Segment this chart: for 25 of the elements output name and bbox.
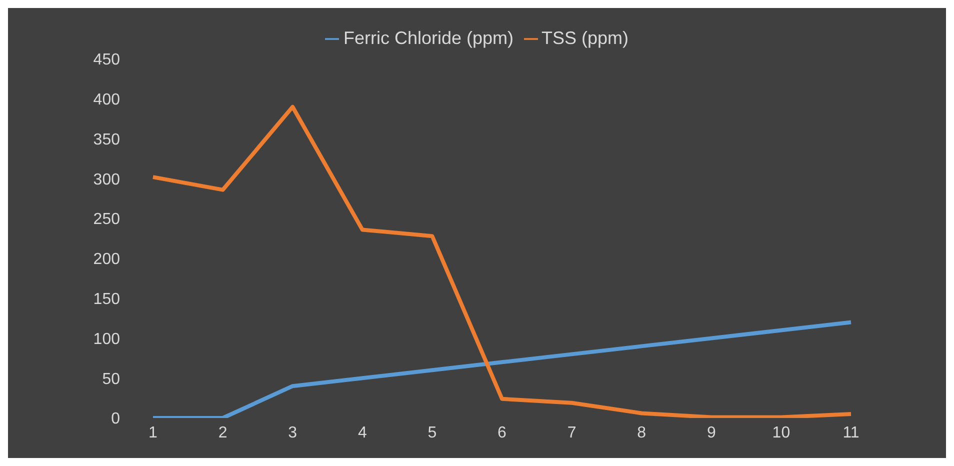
x-tick-label: 3	[288, 424, 298, 442]
y-tick-label: 150	[93, 291, 120, 308]
y-tick-label: 100	[93, 330, 120, 348]
y-tick-label: 350	[93, 131, 120, 148]
line-series	[151, 320, 853, 418]
y-tick-label: 50	[102, 370, 120, 388]
x-tick-label: 9	[706, 424, 716, 442]
x-tick-label: 7	[567, 424, 576, 442]
x-tick-label: 10	[772, 424, 790, 442]
y-tick-label: 450	[93, 52, 120, 69]
y-tick-label: 250	[93, 211, 120, 228]
line-series	[151, 104, 853, 418]
y-tick-label: 0	[111, 410, 120, 428]
x-tick-label: 2	[218, 424, 228, 442]
x-tick-label: 8	[637, 424, 646, 442]
legend-label: TSS (ppm)	[542, 28, 629, 48]
x-tick-label: 5	[428, 424, 437, 442]
x-tick-label: 1	[148, 424, 158, 442]
x-tick-label: 11	[842, 424, 860, 442]
x-tick-label: 6	[498, 424, 507, 442]
y-tick-label: 300	[93, 171, 120, 188]
y-tick-label: 200	[93, 251, 120, 268]
x-tick-label: 4	[358, 424, 367, 442]
legend-label: Ferric Chloride (ppm)	[343, 28, 514, 48]
y-tick-label: 400	[93, 92, 120, 109]
